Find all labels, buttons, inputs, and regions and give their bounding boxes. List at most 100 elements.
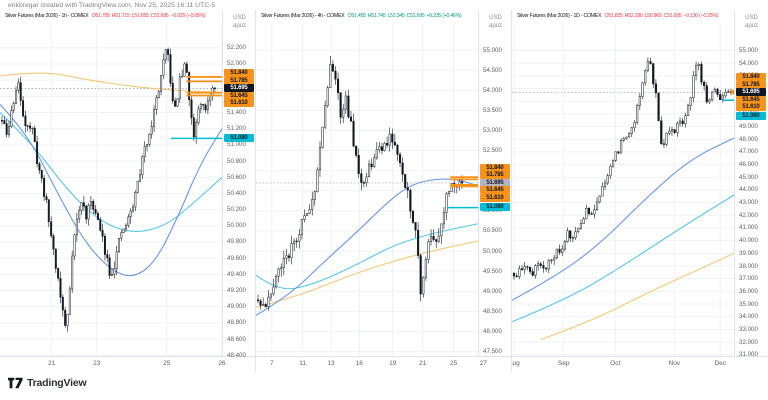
- symbol-name: Silver Futures (Mar 2026): [5, 13, 58, 19]
- time-axis[interactable]: 21 23 25 26: [0, 356, 256, 373]
- level-price-label: 51.645: [736, 95, 766, 104]
- low-value: 51.655: [132, 13, 149, 19]
- close-value: 51.695: [151, 13, 169, 19]
- time-tick: 26: [218, 360, 226, 367]
- tradingview-logo[interactable]: TradingView: [8, 377, 87, 389]
- price-tick: 53.500: [483, 106, 502, 114]
- price-tick: 54.500: [483, 66, 502, 74]
- symbol-name: Silver Futures (Mar 2026): [517, 13, 570, 19]
- level-price-label-cyan: 51.080: [736, 111, 766, 120]
- price-tick: 49.600: [227, 254, 246, 262]
- chart-legend[interactable]: Silver Futures (Mar 2026)1DCOMEX 51.8255…: [517, 13, 733, 19]
- exchange-label: COMEX: [323, 13, 345, 19]
- last-price-label: 51.695: [480, 178, 510, 187]
- price-tick: 54.000: [739, 59, 758, 67]
- price-tick: 54.000: [483, 86, 502, 94]
- symbol-name: Silver Futures (Mar 2026): [261, 13, 314, 19]
- close-value: 51.695: [664, 13, 682, 19]
- ohlc-values: 51.70551.71551.65551.695−0.025 (−0.05%): [90, 13, 206, 19]
- price-tick: 41.000: [739, 224, 758, 232]
- price-tick: 48.400: [227, 351, 246, 359]
- unit-label: apoz: [488, 23, 502, 29]
- price-tick: 49.000: [227, 303, 246, 311]
- price-tick: 38.000: [739, 262, 758, 270]
- price-tick: 50.000: [483, 247, 502, 255]
- currency-label: USD: [233, 15, 246, 21]
- price-tick: 43.000: [739, 199, 758, 207]
- price-tick: 50.500: [483, 227, 502, 235]
- open-value: 51.455: [348, 13, 366, 19]
- exchange-label: COMEX: [67, 13, 89, 19]
- chart-panel-4h[interactable]: Silver Futures (Mar 2026)4hCOMEX 51.4555…: [255, 10, 512, 373]
- last-price-label: 51.695: [736, 88, 766, 97]
- chart-panel-1h[interactable]: Silver Futures (Mar 2026)1hCOMEX 51.7055…: [0, 10, 256, 372]
- price-tick: 36.000: [739, 287, 758, 295]
- price-tick: 47.000: [739, 148, 758, 156]
- price-tick: 50.800: [227, 157, 246, 165]
- time-tick: 16: [355, 360, 363, 367]
- price-tick: 39.000: [739, 249, 758, 257]
- time-tick: 7: [269, 360, 274, 367]
- currency-label: USD: [489, 15, 502, 21]
- open-value: 51.705: [92, 13, 110, 19]
- price-tick: 44.000: [739, 186, 758, 194]
- price-tick: 51.400: [227, 109, 246, 116]
- level-price-label: 51.840: [736, 73, 766, 82]
- level-price-label: 51.645: [224, 91, 254, 100]
- price-tick: 52.500: [483, 147, 502, 155]
- price-tick: 40.000: [739, 237, 758, 245]
- open-value: 51.825: [604, 13, 622, 19]
- tradingview-logo-icon: [8, 377, 23, 389]
- chart-legend[interactable]: Silver Futures (Mar 2026)1hCOMEX 51.7055…: [5, 13, 221, 19]
- price-axis[interactable]: USD apoz 55.000 54.500 54.000 53.500 53.000 5…: [478, 10, 512, 356]
- price-tick: 37.000: [739, 275, 758, 283]
- price-tick: 53.000: [483, 126, 502, 134]
- high-value: 51.745: [368, 13, 386, 19]
- price-tick: 48.000: [483, 327, 502, 335]
- time-tick: Dec: [714, 360, 727, 367]
- price-tick: 51.200: [227, 125, 246, 133]
- level-price-label: 51.785: [224, 76, 254, 85]
- price-tick: 49.000: [739, 123, 758, 131]
- chart-legend[interactable]: Silver Futures (Mar 2026)4hCOMEX 51.4555…: [261, 13, 477, 19]
- time-tick: 19: [389, 360, 397, 367]
- level-price-label: 51.785: [480, 171, 510, 180]
- time-axis[interactable]: 7 11 13 16 19 21 25 27: [256, 356, 512, 373]
- time-axis[interactable]: Aug Sep Oct Nov Dec: [512, 356, 768, 373]
- price-tick: 46.000: [739, 161, 758, 169]
- last-price-label: 51.695: [224, 84, 254, 93]
- chart-panel-1d[interactable]: Silver Futures (Mar 2026)1DCOMEX 51.8255…: [511, 10, 768, 373]
- level-price-label: 51.610: [736, 103, 766, 112]
- price-tick: 48.500: [483, 307, 502, 315]
- price-tick: 49.000: [483, 287, 502, 295]
- price-tick: 50.600: [227, 173, 246, 181]
- time-tick: 21: [419, 360, 427, 367]
- price-tick: 48.000: [739, 135, 758, 143]
- unit-label: apoz: [744, 23, 758, 29]
- time-tick: Sep: [557, 360, 570, 367]
- time-tick: 25: [449, 360, 458, 367]
- price-tick: 49.500: [483, 267, 502, 275]
- attribution-text: erikbregar created with TradingView.com,…: [8, 2, 216, 9]
- low-value: 50.960: [644, 13, 661, 19]
- close-value: 51.695: [407, 13, 425, 19]
- candlestick-chart-1h[interactable]: [0, 10, 223, 356]
- unit-label: apoz: [232, 23, 246, 29]
- low-value: 51.345: [388, 13, 405, 19]
- price-tick: 33.000: [739, 325, 758, 333]
- candlestick-chart-4h[interactable]: [255, 10, 479, 356]
- candlestick-chart-1d[interactable]: [511, 10, 735, 356]
- currency-label: USD: [745, 15, 758, 21]
- level-price-label: 51.610: [480, 193, 510, 202]
- change-value: +0.235 (+0.46%): [426, 13, 462, 19]
- price-tick: 31.000: [739, 351, 758, 359]
- price-axis[interactable]: USD apoz 52.20052.00051.80051.60051.4005…: [222, 10, 256, 359]
- price-tick: 55.000: [483, 46, 502, 54]
- price-tick: 49.800: [227, 238, 246, 246]
- price-tick: 48.600: [227, 335, 246, 343]
- time-tick: 23: [93, 360, 101, 367]
- high-value: 52.180: [625, 13, 643, 19]
- price-tick: 50.000: [227, 222, 246, 230]
- time-tick: 27: [479, 360, 487, 367]
- price-axis[interactable]: USD apoz 55.00054.00053.00052.00051.0005…: [734, 10, 768, 359]
